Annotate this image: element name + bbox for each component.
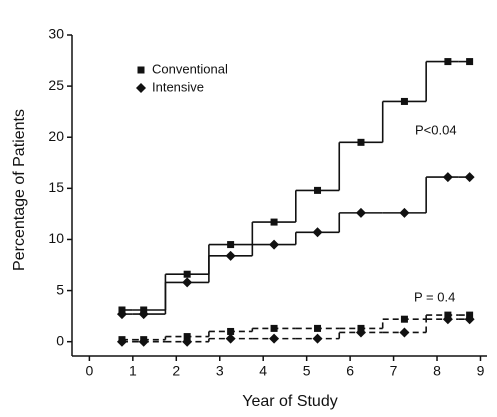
marker: [225, 333, 236, 344]
x-tick-label: 2: [172, 363, 180, 379]
y-axis-label: Percentage of Patients: [11, 109, 28, 271]
x-tick-label: 3: [216, 363, 224, 379]
x-tick-label: 9: [477, 363, 485, 379]
y-tick-label: 5: [56, 281, 64, 297]
x-tick-label: 5: [303, 363, 311, 379]
marker: [400, 315, 408, 323]
marker: [225, 250, 236, 261]
marker: [182, 336, 193, 347]
marker: [227, 241, 235, 249]
marker: [444, 58, 452, 66]
marker: [399, 327, 410, 338]
marker: [312, 333, 323, 344]
y-tick-label: 0: [56, 332, 64, 348]
x-axis-label: Year of Study: [242, 393, 337, 410]
marker: [270, 324, 278, 332]
y-tick-label: 20: [48, 128, 64, 144]
x-tick-label: 1: [129, 363, 137, 379]
marker: [314, 324, 322, 332]
marker: [227, 327, 235, 335]
x-tick-label: 4: [259, 363, 267, 379]
marker: [464, 172, 475, 183]
y-tick-label: 15: [48, 179, 64, 195]
marker: [270, 218, 278, 226]
legend-label: Intensive: [152, 79, 204, 94]
marker: [182, 277, 193, 288]
x-tick-label: 7: [390, 363, 398, 379]
y-tick-label: 10: [48, 230, 64, 246]
marker: [357, 138, 365, 146]
marker: [116, 309, 127, 320]
marker: [269, 239, 280, 250]
y-tick-label: 30: [48, 26, 64, 42]
marker: [183, 270, 191, 278]
x-tick-label: 8: [433, 363, 441, 379]
marker: [138, 336, 149, 347]
legend-marker: [136, 83, 146, 93]
marker: [442, 172, 453, 183]
marker: [466, 58, 474, 66]
marker: [399, 207, 410, 218]
x-tick-label: 6: [346, 363, 354, 379]
marker: [314, 186, 322, 194]
annotation: P<0.04: [415, 122, 457, 137]
legend-marker: [137, 66, 145, 74]
legend-label: Conventional: [152, 61, 228, 76]
marker: [269, 333, 280, 344]
y-tick-label: 25: [48, 77, 64, 93]
marker: [355, 327, 366, 338]
marker: [464, 314, 475, 325]
marker: [355, 207, 366, 218]
marker: [442, 314, 453, 325]
x-tick-label: 0: [85, 363, 93, 379]
annotation: P = 0.4: [414, 289, 455, 304]
marker: [312, 227, 323, 238]
marker: [116, 336, 127, 347]
marker: [183, 333, 191, 341]
marker: [138, 309, 149, 320]
marker: [400, 97, 408, 105]
